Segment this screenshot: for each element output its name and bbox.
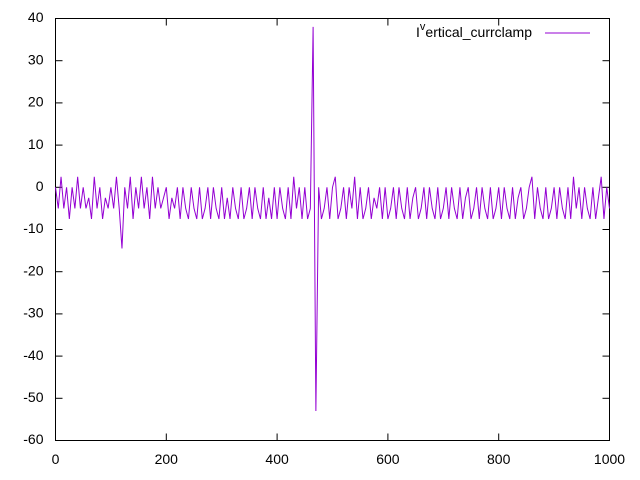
x-tick-label: 0 — [52, 451, 60, 467]
legend-label-part: ertical_currclamp — [425, 24, 532, 40]
x-tick-label: 800 — [487, 451, 511, 467]
x-tick-label: 200 — [155, 451, 179, 467]
y-tick-label: 40 — [28, 9, 44, 25]
y-tick-label: -40 — [23, 347, 43, 363]
x-tick-label: 1000 — [594, 451, 625, 467]
y-tick-label: -10 — [23, 220, 43, 236]
y-tick-label: 10 — [28, 136, 44, 152]
legend-label: Ivertical_currclamp — [416, 21, 532, 40]
x-tick-label: 600 — [376, 451, 400, 467]
y-tick-label: -20 — [23, 262, 43, 278]
data-line — [55, 26, 610, 411]
legend-label-part: I — [416, 24, 420, 40]
y-tick-label: -60 — [23, 431, 43, 447]
plot-border — [55, 18, 610, 441]
y-tick-label: -50 — [23, 389, 43, 405]
y-tick-label: 20 — [28, 94, 44, 110]
y-tick-label: 0 — [36, 178, 44, 194]
legend-label-superscript: v — [420, 21, 426, 33]
y-tick-label: 30 — [28, 51, 44, 67]
x-tick-label: 400 — [265, 451, 289, 467]
y-tick-label: -30 — [23, 305, 43, 321]
